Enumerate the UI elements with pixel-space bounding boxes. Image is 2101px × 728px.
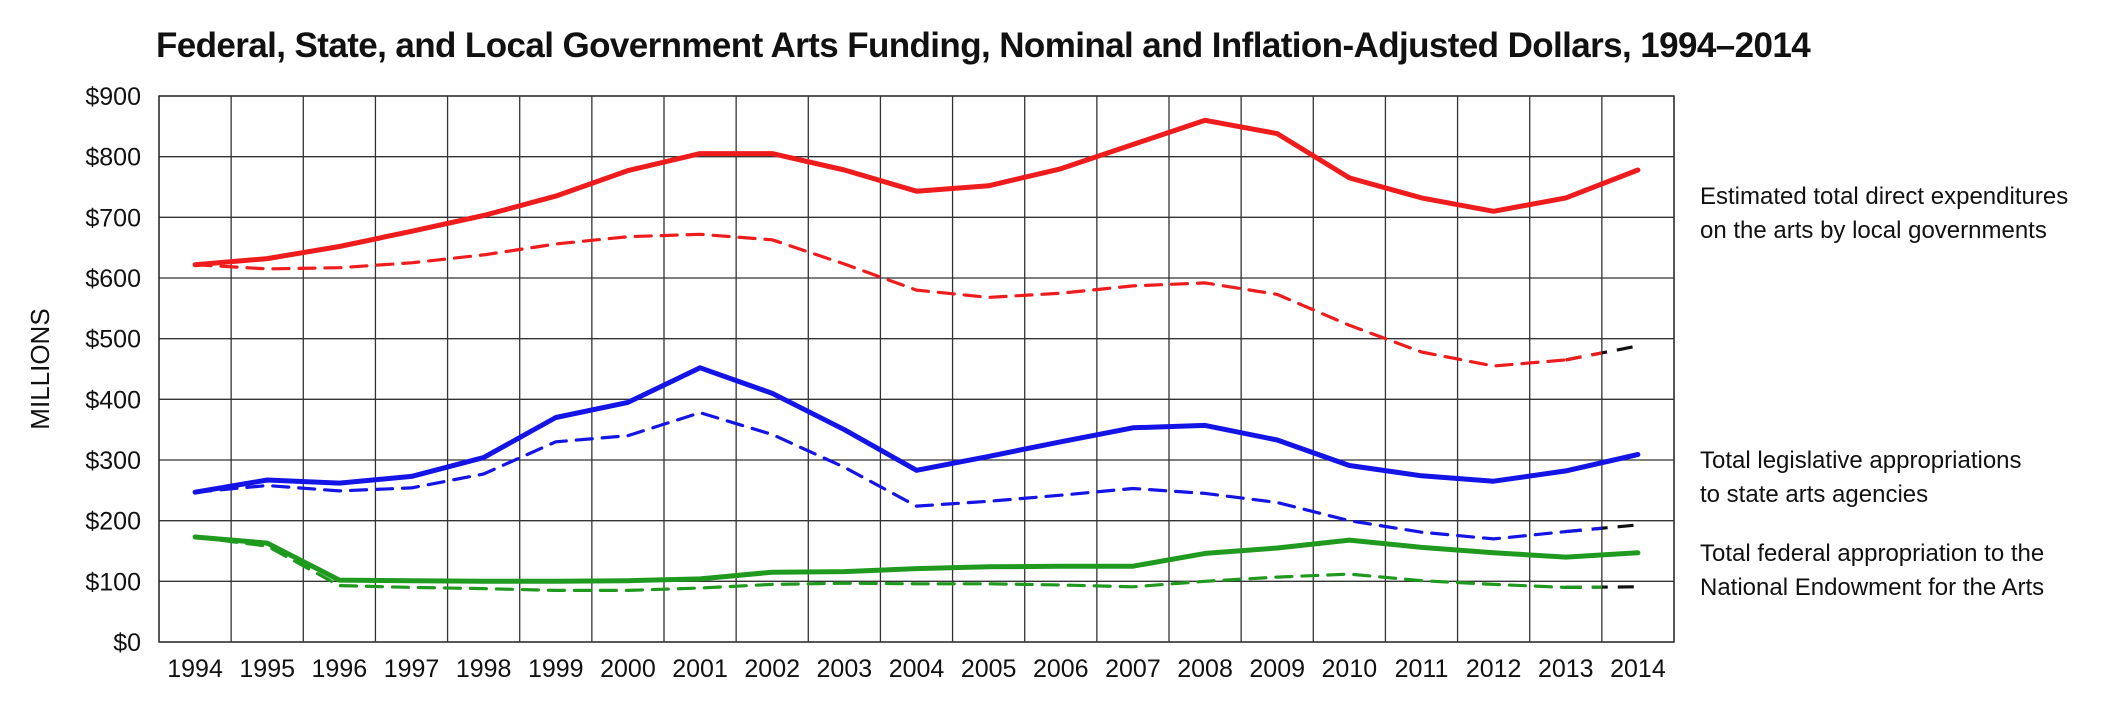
x-tick-label: 2012 (1466, 655, 1522, 683)
legend-line: Total federal appropriation to the (1700, 540, 2045, 567)
y-tick-label: $900 (85, 83, 141, 111)
x-tick-label: 1994 (167, 655, 223, 683)
legend-line: National Endowment for the Arts (1700, 574, 2045, 601)
y-tick-label: $200 (85, 508, 141, 536)
legend-line: Total legislative appropriations (1700, 447, 2022, 474)
series-line-local-solid (192, 117, 1641, 268)
x-tick-label: 2014 (1610, 655, 1666, 683)
series-end-segment-color-state (1565, 526, 1603, 534)
legend-line: Estimated total direct expenditures (1700, 183, 2069, 210)
x-tick-label: 2007 (1105, 655, 1161, 683)
y-tick-label: $0 (113, 629, 141, 657)
y-tick-label: $600 (85, 265, 141, 293)
series-line-local-dashed (193, 232, 1568, 368)
x-tick-label: 1998 (456, 655, 512, 683)
x-tick-label: 2010 (1322, 655, 1378, 683)
x-tick-label: 2001 (672, 655, 728, 683)
series-end-segment-color-local (1565, 351, 1603, 362)
plot-border (158, 95, 1675, 643)
y-tick-label: $800 (85, 144, 141, 172)
legend-line: to state arts agencies (1700, 481, 1929, 508)
y-axis-ticks: $0 $100 $200 $300 $400 $500 $600 $700 $800 $900 (85, 83, 141, 657)
legend-state-arts-agencies: Total legislative appropriations to stat… (1700, 444, 2022, 512)
x-tick-label: 2004 (889, 655, 945, 683)
legend-local-governments: Estimated total direct expenditures on t… (1700, 180, 2068, 248)
legend-line: on the arts by local governments (1700, 217, 2047, 244)
x-tick-label: 2009 (1249, 655, 1305, 683)
chart-grid (158, 95, 1675, 643)
y-axis-label: MILLIONS (25, 308, 55, 429)
x-tick-label: 2013 (1538, 655, 1594, 683)
chart-title: Federal, State, and Local Government Art… (156, 26, 1811, 65)
series-line-federal-solid (192, 534, 1641, 584)
x-tick-label: 2003 (817, 655, 873, 683)
legend-federal-nea: Total federal appropriation to the Natio… (1700, 537, 2044, 605)
x-tick-label: 1996 (312, 655, 368, 683)
x-tick-label: 2006 (1033, 655, 1089, 683)
x-tick-label: 2005 (961, 655, 1017, 683)
x-tick-label: 2000 (600, 655, 656, 683)
x-tick-label: 1997 (384, 655, 440, 683)
x-tick-label: 2002 (744, 655, 800, 683)
y-tick-label: $400 (85, 386, 141, 414)
x-tick-label: 1999 (528, 655, 584, 683)
series-line-federal-dashed (193, 535, 1568, 593)
y-tick-label: $100 (85, 568, 141, 596)
series-line-state-solid (192, 365, 1641, 495)
y-tick-label: $500 (85, 326, 141, 354)
series-line-state-dashed (193, 411, 1568, 541)
y-tick-label: $300 (85, 447, 141, 475)
x-axis-ticks: 1994 1995 1996 1997 1998 1999 2000 2001 2002 2003… (167, 655, 1666, 683)
x-tick-label: 2011 (1395, 655, 1449, 683)
series-lines (192, 117, 1641, 593)
y-tick-label: $700 (85, 204, 141, 232)
x-tick-label: 1995 (239, 655, 295, 683)
x-tick-label: 2008 (1177, 655, 1233, 683)
